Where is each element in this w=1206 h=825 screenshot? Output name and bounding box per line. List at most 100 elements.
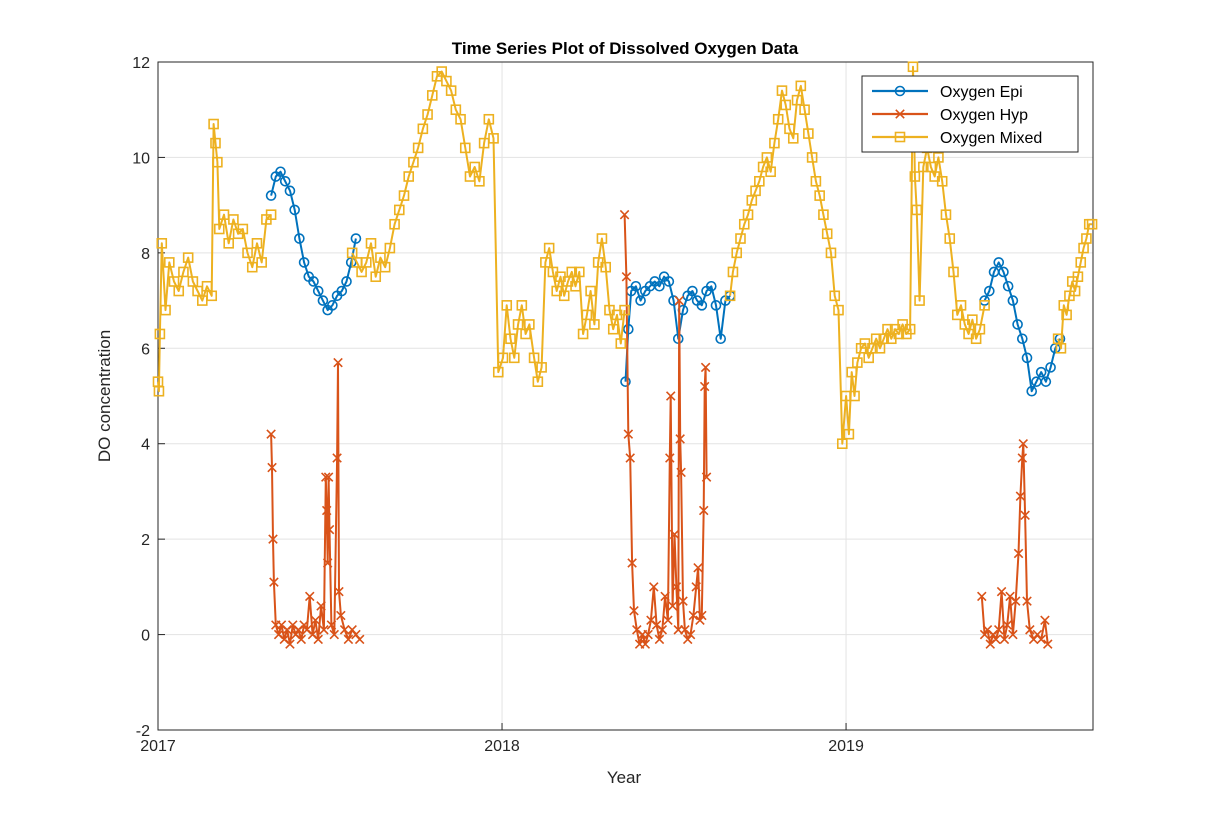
data-point: [621, 271, 632, 282]
data-point: [265, 209, 277, 220]
data-point: [627, 558, 637, 568]
data-point: [675, 434, 685, 444]
legend-marker: [894, 85, 906, 97]
data-point: [532, 376, 544, 387]
data-point: [445, 85, 457, 96]
data-point: [776, 85, 788, 96]
data-point: [267, 462, 277, 473]
data-point: [701, 472, 712, 482]
data-point: [787, 133, 799, 144]
data-point: [619, 304, 630, 316]
data-point: [512, 319, 524, 330]
data-point: [160, 304, 171, 316]
data-point: [327, 300, 338, 311]
data-point: [354, 634, 365, 645]
data-point: [370, 271, 382, 283]
data-point: [398, 190, 410, 201]
data-point: [304, 591, 315, 602]
data-point: [1020, 510, 1030, 521]
data-point: [285, 639, 295, 649]
data-point: [635, 295, 646, 306]
data-point: [852, 357, 863, 368]
data-point: [284, 185, 296, 197]
data-point: [332, 453, 342, 463]
data-point: [516, 300, 528, 311]
data-point: [412, 142, 424, 154]
data-point: [256, 257, 267, 268]
data-point: [619, 209, 630, 220]
data-point: [536, 362, 547, 373]
data-point: [365, 238, 377, 249]
data-point: [1069, 285, 1081, 297]
series-line: [623, 214, 708, 646]
data-point: [389, 218, 400, 230]
data-point: [993, 625, 1004, 635]
data-point: [936, 175, 948, 187]
data-point: [474, 175, 485, 187]
data-point: [316, 601, 326, 611]
data-point: [483, 113, 495, 125]
data-point: [742, 209, 754, 220]
data-point: [685, 629, 696, 640]
series-oxygen-hyp: [266, 209, 1053, 649]
data-point: [984, 285, 995, 297]
data-point: [1072, 271, 1084, 283]
data-point: [208, 118, 219, 130]
data-point: [1008, 629, 1018, 640]
data-point: [333, 357, 343, 368]
data-point: [296, 634, 307, 645]
y-axis-label: DO concentration: [95, 330, 114, 462]
data-point: [455, 113, 466, 125]
data-point: [574, 266, 585, 278]
data-point: [1002, 620, 1012, 630]
data-point: [343, 634, 354, 645]
data-point: [691, 582, 701, 592]
data-point: [846, 366, 858, 378]
data-point: [1040, 615, 1050, 626]
data-point: [164, 257, 175, 268]
data-point: [1055, 342, 1067, 354]
data-point: [688, 610, 699, 621]
data-point: [1040, 376, 1052, 387]
data-point: [660, 591, 670, 602]
data-point: [361, 257, 372, 268]
data-point: [156, 238, 168, 249]
data-point: [697, 610, 707, 621]
data-point: [1086, 218, 1098, 230]
data-point: [308, 276, 319, 287]
data-point: [825, 247, 837, 259]
data-point: [1010, 596, 1021, 606]
data-point: [669, 529, 680, 540]
y-tick-label: 0: [141, 628, 150, 645]
data-point: [289, 204, 300, 216]
data-point: [182, 252, 194, 263]
data-point: [676, 467, 686, 478]
data-point: [341, 276, 352, 287]
data-point: [810, 175, 822, 187]
data-point: [154, 328, 166, 340]
data-point: [206, 290, 218, 302]
data-point: [914, 295, 925, 306]
data-point: [266, 429, 276, 439]
x-tick-label: 2018: [484, 738, 520, 755]
data-point: [836, 438, 848, 450]
legend-item: Oxygen Hyp: [872, 107, 1028, 124]
data-point: [321, 472, 331, 482]
data-point: [974, 323, 986, 335]
series-line: [1057, 223, 1093, 350]
chart-title: Time Series Plot of Dissolved Oxygen Dat…: [452, 39, 799, 58]
data-point: [275, 166, 286, 178]
data-point: [384, 242, 396, 254]
y-tick-label: 8: [141, 246, 150, 263]
data-point: [326, 620, 337, 630]
data-point: [799, 104, 810, 116]
data-point: [336, 285, 348, 297]
data-point: [1012, 319, 1023, 330]
data-point: [1026, 385, 1038, 397]
data-point: [1017, 453, 1028, 463]
data-point: [643, 629, 653, 640]
data-point: [668, 295, 679, 306]
data-point: [630, 280, 642, 292]
data-point: [581, 309, 593, 321]
